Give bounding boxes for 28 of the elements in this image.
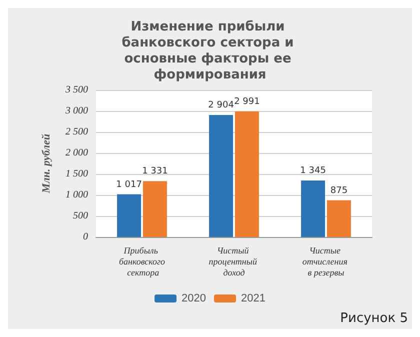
x-tick-label: Прибыль банковского сектора <box>118 246 166 278</box>
bar <box>234 111 259 237</box>
y-tick-label: 2 000 <box>66 148 88 158</box>
text: Рисунок 5 <box>340 311 408 326</box>
legend-label: 2021 <box>241 292 266 304</box>
y-tick-label: 2 500 <box>66 126 88 138</box>
data-label: 2 991 <box>234 96 260 107</box>
data-label: 1 017 <box>116 180 142 190</box>
y-tick-label: 500 <box>73 210 88 222</box>
y-tick-label: 1 000 <box>66 190 88 200</box>
chart-title: Изменение прибыли банковского сектора и основные факторы ее формирования <box>122 20 298 82</box>
y-tick-label: 3 500 <box>64 84 88 96</box>
data-label: 1 345 <box>300 166 326 176</box>
data-label: 2 904 <box>208 100 234 111</box>
bar <box>209 115 234 237</box>
x-tick-label: Чистые отчисления в резервы <box>302 246 350 278</box>
bar <box>301 180 326 237</box>
data-label: 875 <box>330 186 348 196</box>
y-tick-label: 0 <box>83 232 88 242</box>
bar <box>117 194 142 237</box>
y-axis-title: Млн. рублей <box>40 134 52 194</box>
y-tick-label: 3 000 <box>64 106 88 116</box>
legend-label: 2020 <box>182 292 206 304</box>
x-tick-label: Чистый процентный доход <box>208 246 260 278</box>
bar <box>326 200 351 237</box>
y-tick-label: 1 500 <box>66 168 88 180</box>
data-label: 1 331 <box>142 166 168 177</box>
bar <box>142 181 167 237</box>
